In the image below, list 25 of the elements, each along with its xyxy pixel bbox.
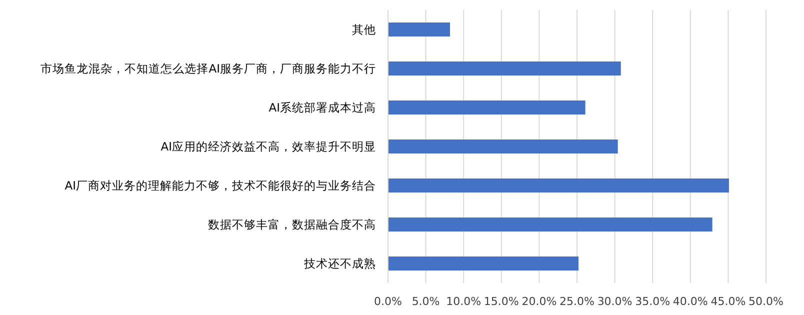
y-tick-label: AI应用的经济效益不高，效率提升不明显 (160, 140, 376, 154)
x-tick-label: 40.0% (672, 295, 708, 308)
x-tick-label: 35.0% (635, 295, 670, 308)
x-tick-label: 20.0% (522, 295, 557, 308)
bar (388, 22, 450, 36)
y-tick-label: AI系统部署成本过高 (268, 100, 376, 114)
y-tick-label: 数据不够丰富，数据融合度不高 (208, 218, 376, 232)
bar (388, 178, 729, 192)
x-tick-label: 5.0% (412, 295, 440, 308)
x-tick-label: 25.0% (560, 295, 594, 308)
bar (388, 218, 712, 232)
x-tick-label: 45.0% (710, 295, 746, 308)
x-tick-label: 10.0% (446, 295, 482, 308)
y-tick-label: 技术还不成熟 (303, 256, 376, 270)
bar (388, 256, 579, 270)
x-tick-label: 0.0% (374, 295, 402, 308)
y-tick-label: 其他 (352, 22, 376, 36)
x-tick-label: 30.0% (597, 295, 632, 308)
x-tick-label: 15.0% (484, 295, 519, 308)
y-tick-label: AI厂商对业务的理解能力不够，技术不能很好的与业务结合 (64, 178, 376, 192)
y-tick-label: 市场鱼龙混杂，不知道怎么选择AI服务厂商，厂商服务能力不行 (40, 62, 376, 76)
x-tick-label: 50.0% (748, 295, 784, 308)
bar (388, 100, 586, 114)
bar (388, 62, 621, 76)
bar (388, 140, 618, 154)
